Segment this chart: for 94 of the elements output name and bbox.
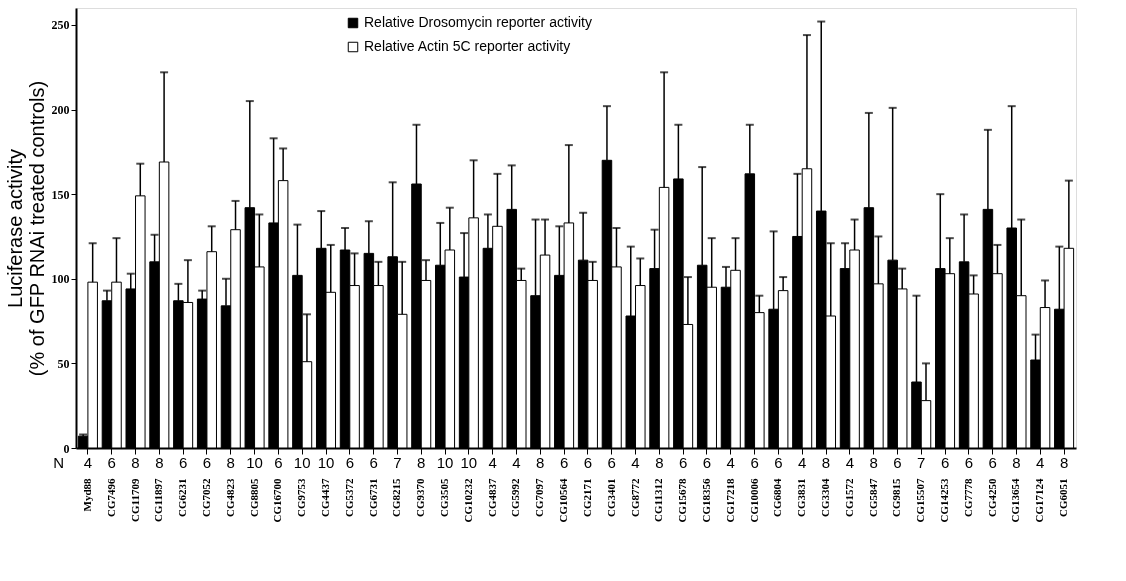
x-tick-label: CG7496 <box>104 478 117 517</box>
text: 8 <box>226 454 235 471</box>
text: 4 <box>845 454 854 471</box>
x-tick-label: CG7778 <box>961 478 974 517</box>
x-tick-label: CG18356 <box>699 478 712 523</box>
text: 10 <box>317 454 335 471</box>
text: 6 <box>702 454 712 471</box>
x-tick-label: CG8215 <box>390 478 403 517</box>
y-tick-label: 150 <box>51 187 70 202</box>
x-tick-label: CG6231 <box>176 478 189 517</box>
text: 6 <box>988 454 997 471</box>
x-tick-label: CG13654 <box>1009 478 1022 523</box>
text: 4 <box>83 454 93 471</box>
x-tick-label: CG15678 <box>676 478 689 523</box>
text: 10 <box>460 454 478 471</box>
x-tick-label: CG4437 <box>319 478 331 517</box>
x-tick-label: CG17218 <box>723 478 736 523</box>
x-tick-label: CG7052 <box>199 478 212 517</box>
x-tick-label: Myd88 <box>80 478 93 512</box>
x-tick-label: CG17124 <box>1033 478 1046 523</box>
x-tick-label: CG3831 <box>795 478 808 517</box>
x-tick-label: CG2171 <box>580 478 593 517</box>
x-tick-label: CG10564 <box>557 478 570 523</box>
text: 6 <box>107 454 116 471</box>
text: N <box>53 454 64 471</box>
text: 10 <box>246 454 263 471</box>
text: 7 <box>393 454 402 471</box>
text: 8 <box>869 454 878 471</box>
text: 6 <box>607 454 616 471</box>
x-tick-label: CG11897 <box>152 478 165 522</box>
text: 10 <box>436 454 454 471</box>
x-tick-label: CG15507 <box>914 478 927 523</box>
x-tick-label: CG16700 <box>271 478 284 523</box>
legend-label: Relative Actin 5C reporter activity <box>364 38 571 54</box>
text: 8 <box>1012 454 1021 471</box>
x-tick-label: CG1572 <box>842 478 855 517</box>
text: 8 <box>417 454 426 471</box>
y-tick-label: 100 <box>51 272 70 287</box>
text: 8 <box>155 454 164 471</box>
y-axis-title: Luciferase activity (% of GFP RNAi treated controls) <box>3 80 48 377</box>
y-tick-label: 50 <box>57 356 70 371</box>
x-tick-label: CG3304 <box>819 478 831 517</box>
x-tick-label: CG4837 <box>485 478 498 517</box>
text: 8 <box>536 454 545 471</box>
text: 10 <box>293 454 311 471</box>
text: 6 <box>940 454 950 471</box>
text: 8 <box>1059 454 1069 471</box>
text: 4 <box>631 454 640 471</box>
x-tick-label: CG11709 <box>128 478 141 522</box>
text: 8 <box>821 454 831 471</box>
x-tick-label: CG6051 <box>1057 478 1070 517</box>
text: 6 <box>369 454 378 471</box>
x-tick-label: CG3401 <box>604 478 617 517</box>
legend-label: Relative Drosomycin reporter activity <box>364 14 592 30</box>
y-tick-label: 200 <box>51 103 70 118</box>
text: 4 <box>798 454 807 471</box>
text: 8 <box>131 454 140 471</box>
text: 7 <box>917 454 926 471</box>
x-tick-label: CG5847 <box>866 478 879 517</box>
x-tick-label: CG11312 <box>652 478 665 522</box>
text: 6 <box>345 454 354 471</box>
x-tick-label: CG10232 <box>461 478 474 523</box>
x-tick-label: CG14253 <box>938 478 951 523</box>
text: 6 <box>274 454 283 471</box>
text: 6 <box>559 454 569 471</box>
text: 6 <box>583 454 593 471</box>
text: 4 <box>726 454 735 471</box>
text: 4 <box>488 454 497 471</box>
text: 6 <box>750 454 759 471</box>
x-tick-label: CG7097 <box>533 478 546 517</box>
x-tick-label: CG8805 <box>247 478 260 517</box>
x-tick-label: CG9370 <box>414 478 427 517</box>
text: 6 <box>964 454 974 471</box>
text: 4 <box>1036 454 1045 471</box>
x-tick-label: CG5992 <box>509 478 522 517</box>
x-tick-label: CG3505 <box>438 478 451 517</box>
text: 6 <box>678 454 688 471</box>
x-tick-label: CG5372 <box>342 478 355 517</box>
text: 6 <box>178 454 188 471</box>
x-tick-label: CG9753 <box>295 478 308 517</box>
x-tick-label: CG8772 <box>628 478 641 517</box>
x-tick-label: CG4250 <box>985 478 998 517</box>
text: 4 <box>512 454 521 471</box>
y-tick-label: 0 <box>63 441 70 456</box>
y-tick-label: 250 <box>51 18 70 33</box>
x-tick-label: CG9815 <box>890 478 903 517</box>
x-tick-label: CG6731 <box>366 478 379 517</box>
x-tick-label: CG10006 <box>747 478 760 523</box>
text: 6 <box>202 454 212 471</box>
text: 6 <box>893 454 902 471</box>
text: 6 <box>774 454 783 471</box>
text: 8 <box>655 454 664 471</box>
x-tick-label: CG4823 <box>223 478 236 517</box>
x-tick-label: CG6804 <box>771 478 784 517</box>
